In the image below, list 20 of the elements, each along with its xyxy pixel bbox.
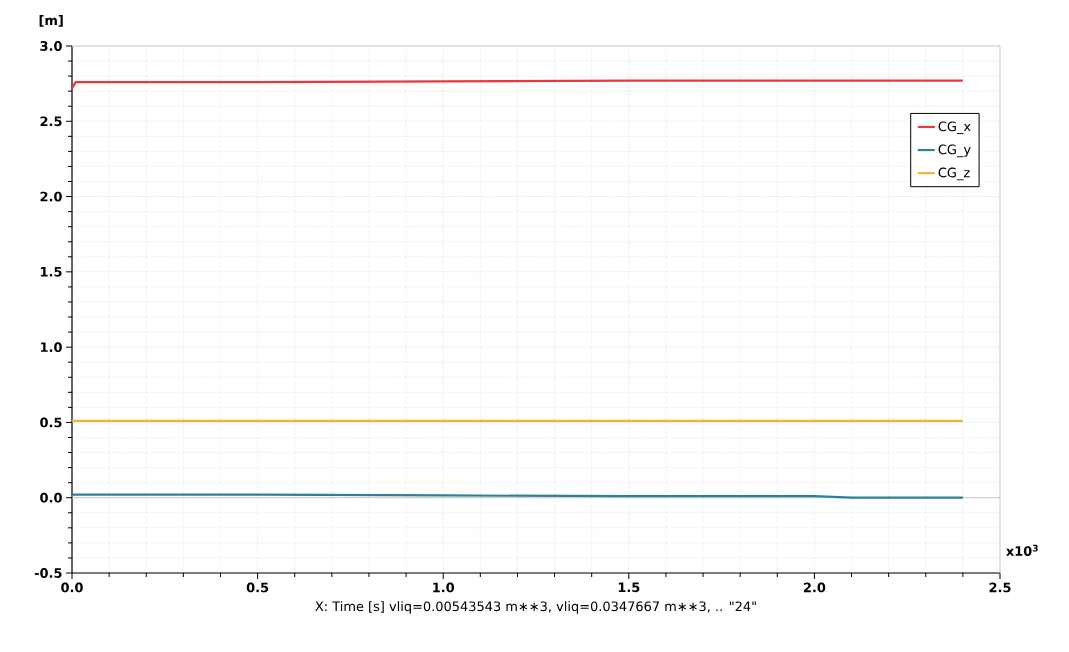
- x-tick-label: 2.5: [989, 582, 1011, 593]
- y-tick-label: -0.5: [34, 568, 62, 578]
- x-tick-label: 1.0: [433, 582, 455, 593]
- x-tick-label: 0.5: [246, 582, 269, 593]
- y-tick-label: 2.5: [40, 116, 62, 127]
- y-tick-label: 2.0: [40, 191, 62, 202]
- legend-label: CG_z: [938, 167, 970, 181]
- x-tick-label: 1.5: [618, 582, 640, 593]
- x-axis-title: X: Time [s] vliq=0.00543543 m∗∗3, vliq=0.0347667 m∗∗3, .. "24": [315, 601, 756, 614]
- y-axis-title: [m]: [39, 15, 63, 27]
- y-tick-label: 3.0: [40, 41, 62, 51]
- y-tick-label: 1.5: [41, 267, 62, 277]
- y-tick-label: 0.0: [40, 492, 62, 503]
- text: x10$^{3}$: [1006, 544, 1038, 556]
- y-tick-label: 0.5: [40, 417, 62, 428]
- legend-label: CG_x: [938, 121, 971, 135]
- legend-label: CG_y: [938, 144, 971, 158]
- x-tick-label: 2.0: [803, 582, 826, 593]
- x-tick-label: 0.0: [61, 582, 83, 593]
- y-tick-label: 1.0: [41, 342, 62, 353]
